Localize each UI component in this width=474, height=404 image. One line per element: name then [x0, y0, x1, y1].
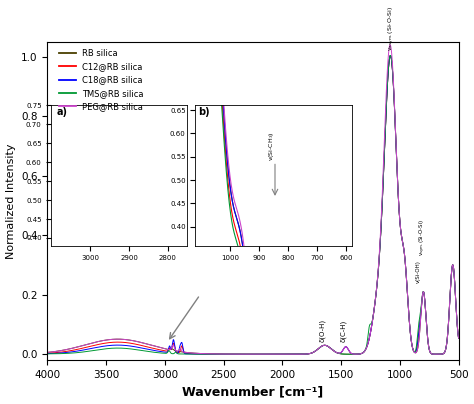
C12@RB silica	[361, 349, 367, 354]
PEG@RB silica	[448, 273, 454, 278]
TMS@RB silica	[101, 347, 107, 351]
RB silica	[448, 273, 454, 278]
TMS@RB silica	[45, 351, 50, 356]
C18@RB silica	[223, 352, 229, 357]
RB silica	[287, 352, 292, 357]
PEG@RB silica	[361, 349, 367, 354]
C18@RB silica	[45, 351, 50, 356]
C12@RB silica	[199, 351, 205, 356]
X-axis label: Wavenumber [cm⁻¹]: Wavenumber [cm⁻¹]	[182, 385, 324, 398]
RB silica	[223, 352, 229, 357]
PEG@RB silica	[456, 336, 462, 341]
C12@RB silica	[456, 336, 462, 341]
Text: ν$_\mathrm{sym.}$(Si-O-Si): ν$_\mathrm{sym.}$(Si-O-Si)	[417, 219, 428, 256]
C18@RB silica	[199, 351, 205, 356]
RB silica	[45, 350, 50, 355]
C12@RB silica	[448, 273, 454, 278]
Text: δ(O-H): δ(O-H)	[319, 319, 326, 342]
RB silica	[361, 349, 367, 354]
TMS@RB silica	[383, 99, 389, 104]
C12@RB silica	[383, 99, 389, 104]
TMS@RB silica	[448, 273, 454, 278]
C12@RB silica	[101, 341, 107, 346]
PEG@RB silica	[101, 338, 107, 343]
C18@RB silica	[456, 336, 462, 341]
TMS@RB silica	[456, 336, 462, 341]
Text: ν(Si-OH): ν(Si-OH)	[416, 260, 420, 283]
C12@RB silica	[45, 351, 50, 356]
TMS@RB silica	[223, 352, 229, 357]
Text: δ(C-H): δ(C-H)	[340, 320, 346, 342]
RB silica	[388, 53, 393, 58]
PEG@RB silica	[287, 352, 292, 357]
PEG@RB silica	[223, 352, 229, 357]
Y-axis label: Normalized Intensity: Normalized Intensity	[6, 143, 16, 259]
Legend: RB silica, C12@RB silica, C18@RB silica, TMS@RB silica, PEG@RB silica: RB silica, C12@RB silica, C18@RB silica,…	[55, 46, 147, 114]
Text: ν$_\mathrm{asym.}$(Si-O-Si): ν$_\mathrm{asym.}$(Si-O-Si)	[387, 6, 397, 50]
Line: PEG@RB silica: PEG@RB silica	[47, 45, 459, 354]
PEG@RB silica	[199, 351, 205, 356]
Line: TMS@RB silica: TMS@RB silica	[47, 55, 459, 354]
C18@RB silica	[361, 349, 367, 354]
RB silica	[383, 99, 389, 104]
C12@RB silica	[223, 352, 229, 357]
RB silica	[101, 338, 107, 343]
RB silica	[456, 336, 462, 341]
TMS@RB silica	[276, 352, 282, 357]
RB silica	[199, 351, 205, 356]
Line: C12@RB silica: C12@RB silica	[47, 55, 459, 354]
Line: C18@RB silica: C18@RB silica	[47, 55, 459, 354]
TMS@RB silica	[361, 349, 367, 354]
TMS@RB silica	[199, 352, 205, 357]
PEG@RB silica	[45, 350, 50, 355]
PEG@RB silica	[387, 42, 393, 47]
C18@RB silica	[388, 53, 393, 58]
C18@RB silica	[448, 273, 454, 278]
C12@RB silica	[283, 352, 289, 357]
C12@RB silica	[388, 53, 393, 58]
C18@RB silica	[281, 352, 286, 357]
PEG@RB silica	[383, 84, 389, 89]
C18@RB silica	[383, 99, 389, 104]
Line: RB silica: RB silica	[47, 55, 459, 354]
C18@RB silica	[101, 344, 107, 349]
TMS@RB silica	[388, 53, 393, 58]
